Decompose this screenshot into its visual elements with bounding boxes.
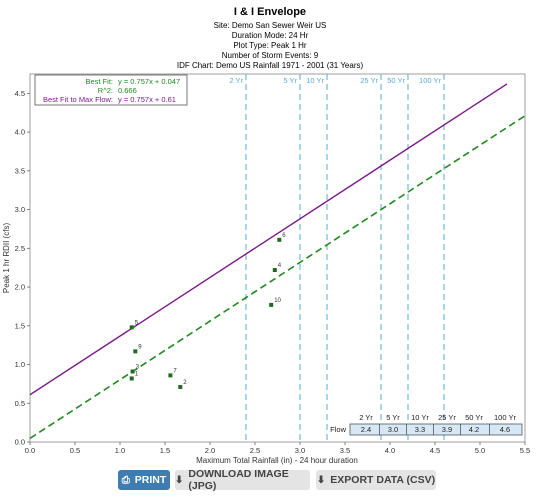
x-axis-label: Maximum Total Rainfall (in) - 24 hour du… xyxy=(196,456,358,465)
download-icon: ⬇ xyxy=(316,474,326,486)
export-data-button[interactable]: ⬇ EXPORT DATA (CSV) xyxy=(316,470,436,490)
legend-r2-value: 0.666 xyxy=(118,86,137,95)
x-tick-label: 5.5 xyxy=(520,446,530,455)
storm-point xyxy=(133,349,138,354)
storm-point xyxy=(130,369,135,374)
storm-point-label: 1 xyxy=(135,371,139,377)
y-tick-label: 0.0 xyxy=(15,438,25,447)
flow-table-value: 4.2 xyxy=(469,425,479,434)
flow-table: 2 Yr 5 Yr 10 Yr 25 Yr 50 Yr 100 Yr Flow 2.4 3.0 3… xyxy=(330,413,523,436)
y-tick-label: 1.5 xyxy=(15,321,25,330)
flow-table-header: 50 Yr xyxy=(465,413,483,422)
legend-box: Best Fit: y = 0.757x + 0.047 R^2: 0.666 … xyxy=(34,74,188,106)
fit-lines xyxy=(29,83,526,440)
chart-subtitle-idf: IDF Chart: Demo US Rainfall 1971 - 2001 … xyxy=(177,61,364,70)
storm-point xyxy=(129,376,134,381)
legend-best-fit-eq: y = 0.757x + 0.047 xyxy=(118,77,180,86)
storm-point-label: 6 xyxy=(282,233,286,239)
storm-point-label: 4 xyxy=(278,263,282,269)
return-period-label: 50 Yr xyxy=(387,76,405,85)
storm-point xyxy=(178,384,183,389)
flow-table-header: 25 Yr xyxy=(438,413,456,422)
legend-max-fit-eq: y = 0.757x + 0.61 xyxy=(118,95,176,104)
y-tick-label: 4.5 xyxy=(15,89,25,98)
storm-points: 1 2 3 4 5 6 7 9 10 xyxy=(129,233,286,389)
chart-subtitle-site: Site: Demo San Sewer Weir US xyxy=(214,21,327,30)
flow-table-value: 3.9 xyxy=(442,425,452,434)
x-axis-ticks: 0.0 0.5 1.0 1.5 2.0 2.5 3.0 3.5 4.0 4.5 5.0 5.5 xyxy=(25,442,530,455)
return-period-label: 100 Yr xyxy=(419,76,441,85)
legend-r2-label: R^2: xyxy=(98,86,113,95)
action-bar: ⎙ PRINT ⬇ DOWNLOAD IMAGE (JPG) ⬇ EXPORT … xyxy=(0,468,540,492)
return-period-label: 10 Yr xyxy=(306,76,324,85)
storm-point xyxy=(129,325,134,330)
x-tick-label: 3.0 xyxy=(295,446,305,455)
x-tick-label: 4.5 xyxy=(430,446,440,455)
flow-table-header: 5 Yr xyxy=(386,413,400,422)
flow-table-value: 4.6 xyxy=(500,425,510,434)
storm-point-label: 7 xyxy=(173,368,177,374)
download-image-button[interactable]: ⬇ DOWNLOAD IMAGE (JPG) xyxy=(175,468,310,492)
plot-area xyxy=(29,73,526,443)
y-tick-label: 3.0 xyxy=(15,205,25,214)
print-button-label: PRINT xyxy=(134,474,167,486)
chart-title: I & I Envelope xyxy=(234,6,306,18)
return-period-lines: 2 Yr 5 Yr 10 Yr 25 Yr 50 Yr 100 Yr xyxy=(229,74,445,442)
flow-table-header: 100 Yr xyxy=(494,413,516,422)
y-tick-label: 2.0 xyxy=(15,283,25,292)
x-tick-label: 3.5 xyxy=(340,446,350,455)
storm-point xyxy=(269,302,274,307)
legend-max-fit-label: Best Fit to Max Flow: xyxy=(43,95,113,104)
storm-point xyxy=(272,268,277,273)
legend-best-fit-label: Best Fit: xyxy=(85,77,113,86)
y-axis-label: Peak 1 hr RDII (cfs) xyxy=(2,223,11,294)
chart-subtitle-duration: Duration Mode: 24 Hr xyxy=(232,31,309,40)
storm-point-label: 10 xyxy=(274,298,281,304)
x-tick-label: 4.0 xyxy=(385,446,395,455)
y-tick-label: 3.5 xyxy=(15,166,25,175)
download-icon: ⬇ xyxy=(175,474,184,486)
chart-subtitle-plot-type: Plot Type: Peak 1 Hr xyxy=(233,41,307,50)
storm-point-label: 9 xyxy=(138,344,142,350)
x-tick-label: 5.0 xyxy=(475,446,485,455)
storm-point-label: 5 xyxy=(135,320,139,326)
storm-point-label: 3 xyxy=(136,364,140,370)
flow-table-value: 2.4 xyxy=(361,425,371,434)
storm-point-label: 2 xyxy=(183,380,187,386)
print-button[interactable]: ⎙ PRINT xyxy=(118,470,170,490)
return-period-label: 2 Yr xyxy=(229,76,243,85)
max-flow-fit-line xyxy=(29,83,508,396)
x-tick-label: 1.0 xyxy=(115,446,125,455)
flow-table-header: 2 Yr xyxy=(359,413,373,422)
x-tick-label: 2.0 xyxy=(205,446,215,455)
x-tick-label: 0.0 xyxy=(25,446,35,455)
flow-table-value: 3.3 xyxy=(415,425,425,434)
x-tick-label: 1.5 xyxy=(160,446,170,455)
flow-table-value: 3.0 xyxy=(388,425,398,434)
y-tick-label: 2.5 xyxy=(15,244,25,253)
y-tick-label: 0.5 xyxy=(15,399,25,408)
chart: I & I Envelope Site: Demo San Sewer Weir… xyxy=(2,6,530,465)
printer-icon: ⎙ xyxy=(121,474,130,486)
x-tick-label: 0.5 xyxy=(70,446,80,455)
flow-table-row xyxy=(349,423,523,436)
return-period-label: 5 Yr xyxy=(283,76,297,85)
flow-table-row-label: Flow xyxy=(330,425,346,434)
return-period-label: 25 Yr xyxy=(360,76,378,85)
y-tick-label: 1.0 xyxy=(15,360,25,369)
download-image-label: DOWNLOAD IMAGE (JPG) xyxy=(188,468,289,492)
chart-subtitle-storm-events: Number of Storm Events: 9 xyxy=(222,51,319,60)
export-data-label: EXPORT DATA (CSV) xyxy=(330,474,436,486)
flow-table-header: 10 Yr xyxy=(411,413,429,422)
storm-point xyxy=(277,237,282,242)
y-axis-ticks: 0.0 0.5 1.0 1.5 2.0 2.5 3.0 3.5 4.0 4.5 xyxy=(15,89,30,447)
x-tick-label: 2.5 xyxy=(250,446,260,455)
y-tick-label: 4.0 xyxy=(15,128,25,137)
storm-point xyxy=(168,373,173,378)
